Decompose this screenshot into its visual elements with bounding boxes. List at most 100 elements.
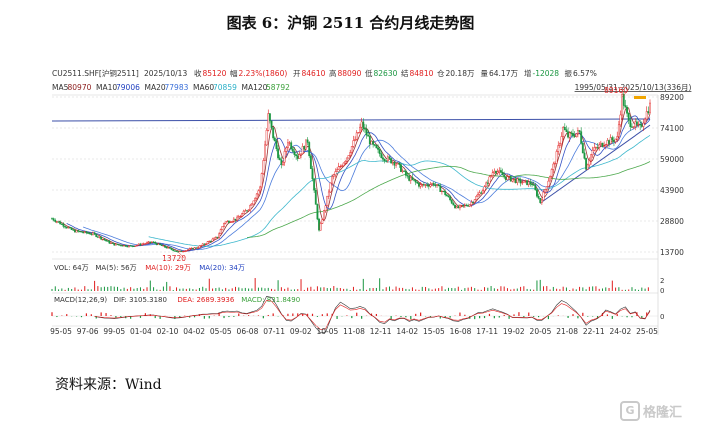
macd-bar	[508, 316, 510, 319]
macd-bar	[159, 316, 161, 319]
candle	[393, 161, 396, 170]
candle	[291, 146, 294, 153]
candle-body	[526, 180, 529, 186]
candle-body	[280, 159, 283, 165]
candle	[74, 228, 76, 233]
candle	[75, 229, 78, 233]
candle-body	[403, 170, 406, 172]
candle-body	[164, 245, 166, 248]
candle-body	[611, 137, 614, 141]
candle-body	[101, 238, 104, 241]
candle	[123, 245, 126, 247]
candle	[526, 180, 529, 186]
macd-bar	[144, 313, 146, 316]
candle-body	[511, 179, 514, 182]
candle	[277, 145, 280, 160]
candle-body	[441, 190, 443, 192]
candle-body	[595, 147, 597, 149]
candle-body	[459, 205, 461, 209]
candle	[288, 140, 291, 146]
candle	[159, 243, 162, 246]
candle-body	[124, 245, 127, 247]
candle-body	[621, 94, 624, 116]
candle-body	[439, 185, 442, 192]
candle-body	[228, 220, 230, 223]
candle-body	[57, 221, 60, 223]
candle-body	[126, 246, 129, 248]
candle	[455, 205, 458, 209]
candle	[635, 118, 638, 128]
x-tick-label-17: 19-02	[503, 327, 525, 336]
candle-body	[496, 171, 499, 174]
vol-bar	[346, 288, 348, 291]
candle-body	[486, 182, 489, 184]
vol-bar	[444, 289, 446, 291]
candle-body	[90, 233, 93, 235]
vol-bar	[516, 288, 518, 291]
vol-bar	[520, 286, 522, 291]
candle	[129, 244, 132, 247]
vol-bar	[526, 288, 528, 291]
macd-bar	[616, 314, 618, 316]
vol-bar	[362, 278, 364, 291]
vol-bar	[451, 288, 453, 291]
candle-body	[62, 223, 65, 227]
candle	[398, 162, 401, 168]
candle-body	[213, 237, 216, 240]
vol-bar	[503, 286, 505, 291]
candle-body	[570, 132, 573, 134]
vol-bar	[303, 289, 305, 291]
candle	[547, 177, 550, 187]
candle	[429, 181, 432, 188]
candle-body	[198, 245, 201, 249]
candle	[486, 179, 489, 187]
vol-bar	[123, 287, 125, 291]
vol-bar	[467, 287, 469, 291]
candle	[60, 223, 63, 225]
candle-body	[152, 241, 155, 243]
candle-body	[649, 102, 651, 114]
candle-body	[498, 170, 501, 172]
candle	[257, 189, 260, 197]
candle	[621, 90, 624, 121]
candle	[595, 146, 597, 153]
macd-bar	[292, 313, 294, 316]
vol-bar	[529, 289, 531, 291]
vol-bar	[611, 280, 613, 291]
vol-bar	[80, 289, 82, 291]
candle	[462, 204, 465, 208]
vol-bar	[343, 288, 345, 291]
candle	[588, 157, 591, 168]
macd-bar	[547, 316, 550, 320]
candle-body	[105, 239, 107, 242]
candle-body	[647, 111, 650, 114]
candle	[622, 91, 625, 110]
candle	[188, 247, 191, 251]
candle-body	[229, 221, 232, 223]
candle	[558, 142, 561, 148]
macd-legend-0: MACD(12,26,9)	[54, 296, 107, 304]
candle	[544, 188, 547, 194]
candle-body	[344, 161, 347, 164]
candle-body	[283, 151, 286, 163]
candle	[236, 215, 239, 222]
vol-bar	[248, 288, 250, 291]
vol-bar	[631, 287, 633, 291]
macd-bar	[272, 313, 274, 316]
date-range-label: 1995/05/31-2025/10/13(336月)	[575, 83, 692, 92]
vol-bar	[641, 287, 643, 291]
candle-body	[393, 161, 396, 166]
candle	[411, 174, 414, 181]
candle	[562, 125, 565, 141]
candle-body	[365, 128, 368, 136]
candle	[154, 241, 157, 245]
candle-body	[645, 111, 648, 120]
header-item-4: 幅	[230, 68, 238, 78]
candle	[542, 189, 545, 201]
vol-bar	[100, 287, 102, 291]
vol-bar	[84, 286, 86, 291]
candle-body	[190, 247, 193, 249]
candle-body	[92, 232, 94, 235]
x-tick-label-12: 12-11	[370, 327, 392, 336]
candle-body	[529, 181, 532, 185]
